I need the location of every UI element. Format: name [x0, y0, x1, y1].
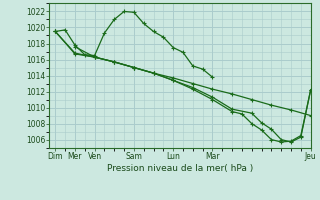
X-axis label: Pression niveau de la mer( hPa ): Pression niveau de la mer( hPa ) [107, 164, 253, 173]
